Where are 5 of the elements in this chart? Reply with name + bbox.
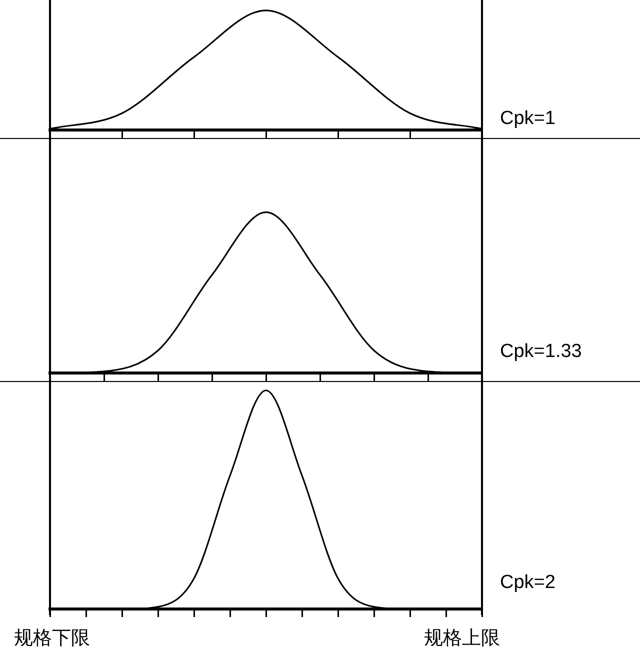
text: Cpk=2 [500, 572, 556, 594]
text: Cpk=1.33 [500, 341, 582, 363]
text: Cpk=1 [500, 108, 556, 130]
text: 规格下限 [14, 626, 90, 651]
text: 规格上限 [424, 626, 500, 651]
